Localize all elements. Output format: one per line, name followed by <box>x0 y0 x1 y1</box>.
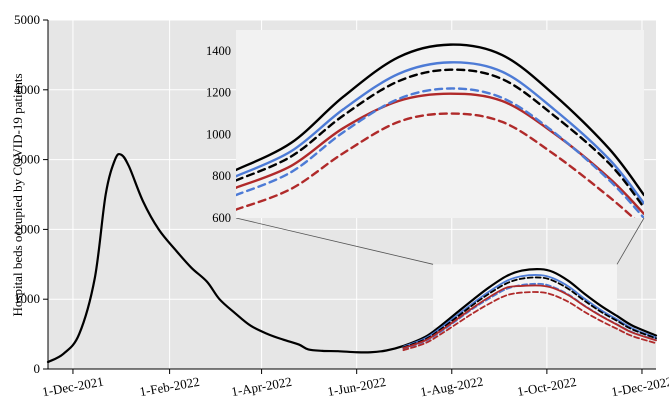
x-tick-label: 1-Apr-2022 <box>230 374 293 399</box>
zoom-connector-lines <box>235 217 645 265</box>
inset-panel: 600 800 1000 1200 1400 <box>206 30 644 225</box>
y-axis-ticks: 0 1000 2000 3000 4000 5000 <box>14 12 48 376</box>
y-tick-label: 3000 <box>14 152 40 167</box>
y-tick-label: 1000 <box>14 291 40 306</box>
y-axis-title: Hospital beds occupied by COVID-19 patie… <box>10 74 25 317</box>
x-tick-label: 1-Feb-2022 <box>138 374 200 399</box>
inset-series-line-0 <box>236 43 644 197</box>
x-tick-label: 1-Dec-2021 <box>41 374 105 400</box>
series-line-0 <box>46 152 658 364</box>
y-tick-label: 5000 <box>14 12 40 27</box>
series-line-2 <box>402 276 657 349</box>
inset-background <box>236 30 644 218</box>
inset-y-tick-label: 1400 <box>206 44 231 58</box>
y-tick-label: 0 <box>34 361 41 376</box>
zoom-connector-left <box>235 217 434 265</box>
x-tick-label: 1-Aug-2022 <box>419 374 484 400</box>
series-line-5 <box>402 291 657 352</box>
x-tick-label: 1-Oct-2022 <box>516 374 578 399</box>
zoom-connector-right <box>616 217 645 265</box>
x-axis-ticks: 1-Dec-2021 1-Feb-2022 1-Apr-2022 1-Jun-2022… <box>41 369 669 399</box>
inset-y-tick-label: 800 <box>212 169 231 183</box>
inset-series-line-4 <box>236 87 644 218</box>
y-tick-label: 2000 <box>14 221 40 236</box>
y-tick-label: 4000 <box>14 82 40 97</box>
x-tick-label: 1-Jun-2022 <box>326 374 387 399</box>
series-line-1 <box>402 274 657 348</box>
series-line-4 <box>402 284 657 349</box>
inset-series-line-5 <box>236 112 636 218</box>
main-series-group <box>46 152 658 364</box>
x-tick-label: 1-Dec-2022 <box>610 374 669 400</box>
inset-y-tick-label: 600 <box>212 211 231 225</box>
inset-y-axis-ticks: 600 800 1000 1200 1400 <box>206 44 231 225</box>
inset-series-line-1 <box>236 61 644 205</box>
inset-y-tick-label: 1200 <box>206 86 231 100</box>
inset-series-group <box>236 43 644 218</box>
inset-series-line-2 <box>236 68 644 209</box>
inset-y-tick-label: 1000 <box>206 127 231 141</box>
